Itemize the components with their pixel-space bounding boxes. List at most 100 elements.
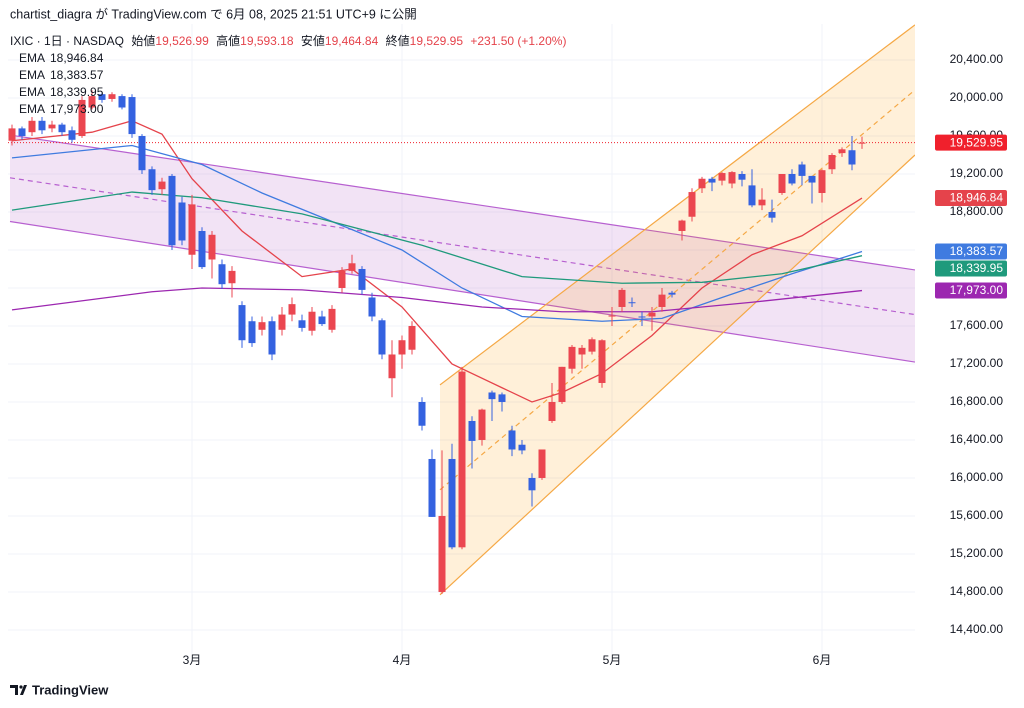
brand-logo: TradingView	[10, 682, 109, 697]
candle-body	[28, 120, 36, 133]
ohlc-name: 高値	[216, 33, 240, 48]
price-tag-label: 18,383.57	[950, 244, 1004, 258]
candle-body	[408, 325, 416, 350]
candle-body	[618, 289, 626, 307]
candle-body	[478, 409, 486, 440]
legend-name: EMA	[19, 85, 45, 99]
candle-body	[148, 169, 156, 191]
price-tag-label: 19,529.95	[950, 135, 1004, 149]
candle-body	[638, 316, 646, 318]
x-tick-label: 5月	[603, 653, 622, 667]
candle-body	[298, 320, 306, 328]
candle-body	[768, 211, 776, 218]
candle-body	[508, 430, 516, 450]
ohlc-value: 19,529.95	[410, 34, 464, 48]
candle-body	[828, 154, 836, 170]
channel-upper	[9, 134, 915, 271]
candle-body	[88, 96, 96, 108]
y-tick-label: 14,400.00	[950, 622, 1004, 636]
candle-body	[758, 199, 766, 206]
candle-body	[718, 173, 726, 181]
candle-body	[448, 458, 456, 548]
candle-body	[108, 94, 116, 99]
candle-body	[138, 135, 146, 171]
legend-name: EMA	[19, 51, 45, 65]
y-tick-label: 16,000.00	[950, 470, 1004, 484]
candle-body	[798, 164, 806, 176]
candle-body	[338, 270, 346, 288]
candle-body	[288, 304, 296, 315]
ohlc-name: 終値	[386, 33, 410, 48]
price-tag-label: 18,339.95	[950, 261, 1004, 275]
axis: 14,400.00 14,800.00 15,200.00 15,600.00 16,0…	[183, 52, 1007, 667]
y-tick-label: 15,600.00	[950, 508, 1004, 522]
candle-body	[808, 175, 816, 183]
candle-body	[218, 264, 226, 285]
candle-body	[158, 181, 166, 190]
candle-body	[698, 178, 706, 189]
y-tick-label: 15,200.00	[950, 546, 1004, 560]
candle-body	[78, 99, 86, 136]
candle-body	[278, 314, 286, 330]
legend-header: IXIC · 1日 · NASDAQ 始値19,526.99 高値19,593.…	[10, 33, 566, 48]
ohlc-name: 安値	[301, 33, 325, 48]
candle-body	[98, 94, 106, 100]
candle-body	[498, 394, 506, 402]
channel-band	[10, 135, 915, 363]
candle-body	[248, 321, 256, 344]
price-tag	[935, 260, 1007, 277]
candle-body	[788, 173, 796, 184]
candle-body	[588, 339, 596, 352]
candle-body	[268, 321, 276, 355]
y-tick-label: 18,800.00	[950, 204, 1004, 218]
candle-body	[238, 305, 246, 341]
legend-value: 18,946.84	[50, 51, 104, 65]
price-tag-label: 17,973.00	[950, 283, 1004, 297]
candle-body	[748, 185, 756, 206]
change: +231.50 (+1.20%)	[470, 34, 566, 48]
candle-body	[18, 128, 26, 136]
candle-body	[328, 308, 336, 330]
candle-body	[528, 477, 536, 491]
ohlc-value: 19,526.99	[155, 34, 209, 48]
candle-body	[608, 315, 616, 317]
candle-body	[438, 515, 446, 592]
legend-value: 18,339.95	[50, 85, 104, 99]
logo-dot	[19, 685, 23, 689]
ohlc-value: 19,464.84	[325, 34, 379, 48]
legend-name: EMA	[19, 102, 45, 116]
candle-body	[168, 175, 176, 246]
candle-body	[818, 170, 826, 193]
candle-body	[708, 178, 716, 183]
candle-body	[388, 354, 396, 379]
candle-body	[8, 128, 16, 141]
candle-body	[178, 202, 186, 241]
channel-lower	[9, 220, 915, 363]
price-tag	[935, 282, 1007, 299]
candle-body	[228, 270, 236, 284]
candle-body	[838, 149, 846, 154]
candle-body	[778, 173, 786, 193]
candle-body	[368, 297, 376, 317]
candle-body	[728, 172, 736, 184]
candle-body	[738, 173, 746, 180]
candle-body	[658, 294, 666, 307]
symbol: IXIC · 1日 · NASDAQ	[10, 34, 124, 48]
candle-body	[208, 234, 216, 260]
candle-body	[348, 263, 356, 271]
candle-body	[848, 150, 856, 165]
price-tag	[935, 243, 1007, 260]
price-tag-label: 18,946.84	[950, 191, 1004, 205]
candle-body	[678, 220, 686, 231]
candle-body	[468, 420, 476, 441]
y-tick-label: 20,400.00	[950, 52, 1004, 66]
ohlc-name: 始値	[131, 33, 155, 48]
y-tick-label: 17,600.00	[950, 318, 1004, 332]
legend: EMA 18,946.84 EMA 18,383.57 EMA 18,339.95 EMA 1…	[19, 51, 104, 116]
plot	[8, 24, 915, 596]
legend-value: 18,383.57	[50, 68, 104, 82]
x-tick-label: 6月	[813, 653, 832, 667]
price-tag	[935, 134, 1007, 151]
